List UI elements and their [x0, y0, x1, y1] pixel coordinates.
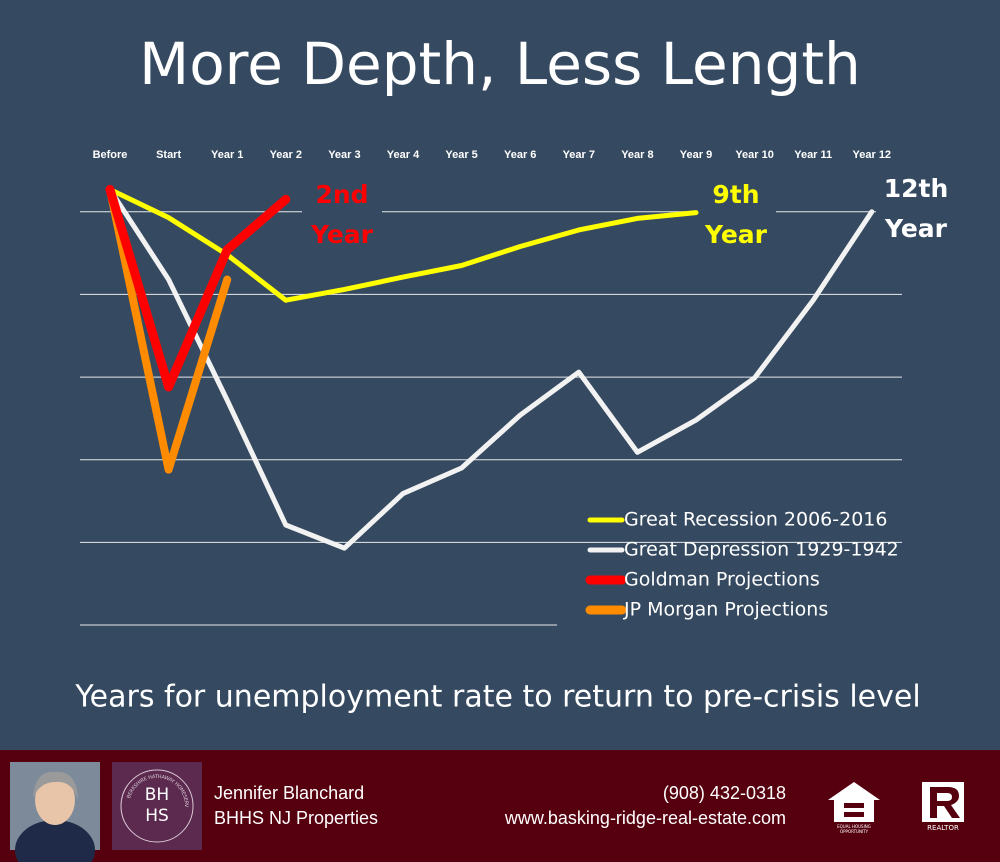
realtor-text: REALTOR	[927, 824, 959, 832]
x-tick-label: Year 12	[853, 149, 892, 161]
x-tick-label: Year 11	[794, 149, 832, 161]
x-tick-label: Year 4	[387, 149, 420, 161]
x-tick-label: Year 2	[270, 149, 302, 161]
legend-label: Great Depression 1929-1942	[624, 539, 899, 561]
legend-label: Great Recession 2006-2016	[624, 509, 887, 531]
series-line	[107, 186, 699, 303]
realtor-logo: REALTOR	[922, 782, 964, 832]
x-tick-label: Year 7	[563, 149, 595, 161]
x-tick-label: Start	[156, 149, 181, 161]
phone: (908) 432-0318	[663, 783, 786, 803]
agent-name: Jennifer Blanchard	[214, 783, 364, 803]
logo-initials: BH	[145, 785, 169, 805]
annotation-bg	[876, 174, 956, 240]
chart-title: More Depth, Less Length	[139, 30, 861, 98]
agent-photo	[10, 762, 100, 862]
annotation: Year	[310, 220, 374, 249]
equal-housing-logo: EQUAL HOUSING OPPORTUNITY	[828, 782, 880, 834]
annotation: Year	[884, 214, 948, 243]
x-tick-label: Year 10	[735, 149, 774, 161]
annotation: 12th	[884, 174, 949, 203]
eho-text: OPPORTUNITY	[840, 829, 869, 834]
series-line	[106, 185, 232, 474]
legend-label: JP Morgan Projections	[623, 599, 828, 621]
x-tick-label: Year 8	[621, 149, 653, 161]
annotation: 2nd	[315, 180, 368, 209]
eho-text: EQUAL HOUSING	[837, 824, 871, 829]
bhhs-logo: BH HS BERKSHIRE HATHAWAY HOMESERVICES	[0, 0, 202, 850]
agent-office: BHHS NJ Properties	[214, 808, 378, 828]
series-line	[107, 186, 875, 551]
annotation: Year	[704, 220, 768, 249]
annotation: 9th	[712, 180, 759, 209]
annotation-bg	[696, 180, 776, 246]
x-tick-label: Year 5	[445, 149, 477, 161]
x-tick-label: Year 3	[328, 149, 360, 161]
logo-initials: HS	[145, 806, 169, 826]
chart-caption: Years for unemployment rate to return to…	[74, 680, 920, 715]
website: www.basking-ridge-real-estate.com	[504, 808, 786, 828]
plot: Before Start Year 1 Year 2 Year 3 Year 4 Year …	[80, 149, 956, 626]
x-tick-label: Before	[93, 149, 128, 161]
annotation-bg	[302, 180, 382, 246]
legend-label: Goldman Projections	[624, 569, 820, 591]
x-tick-label: Year 6	[504, 149, 536, 161]
series-line	[105, 184, 291, 392]
x-tick-label: Year 1	[211, 149, 243, 161]
x-tick-label: Year 9	[680, 149, 712, 161]
